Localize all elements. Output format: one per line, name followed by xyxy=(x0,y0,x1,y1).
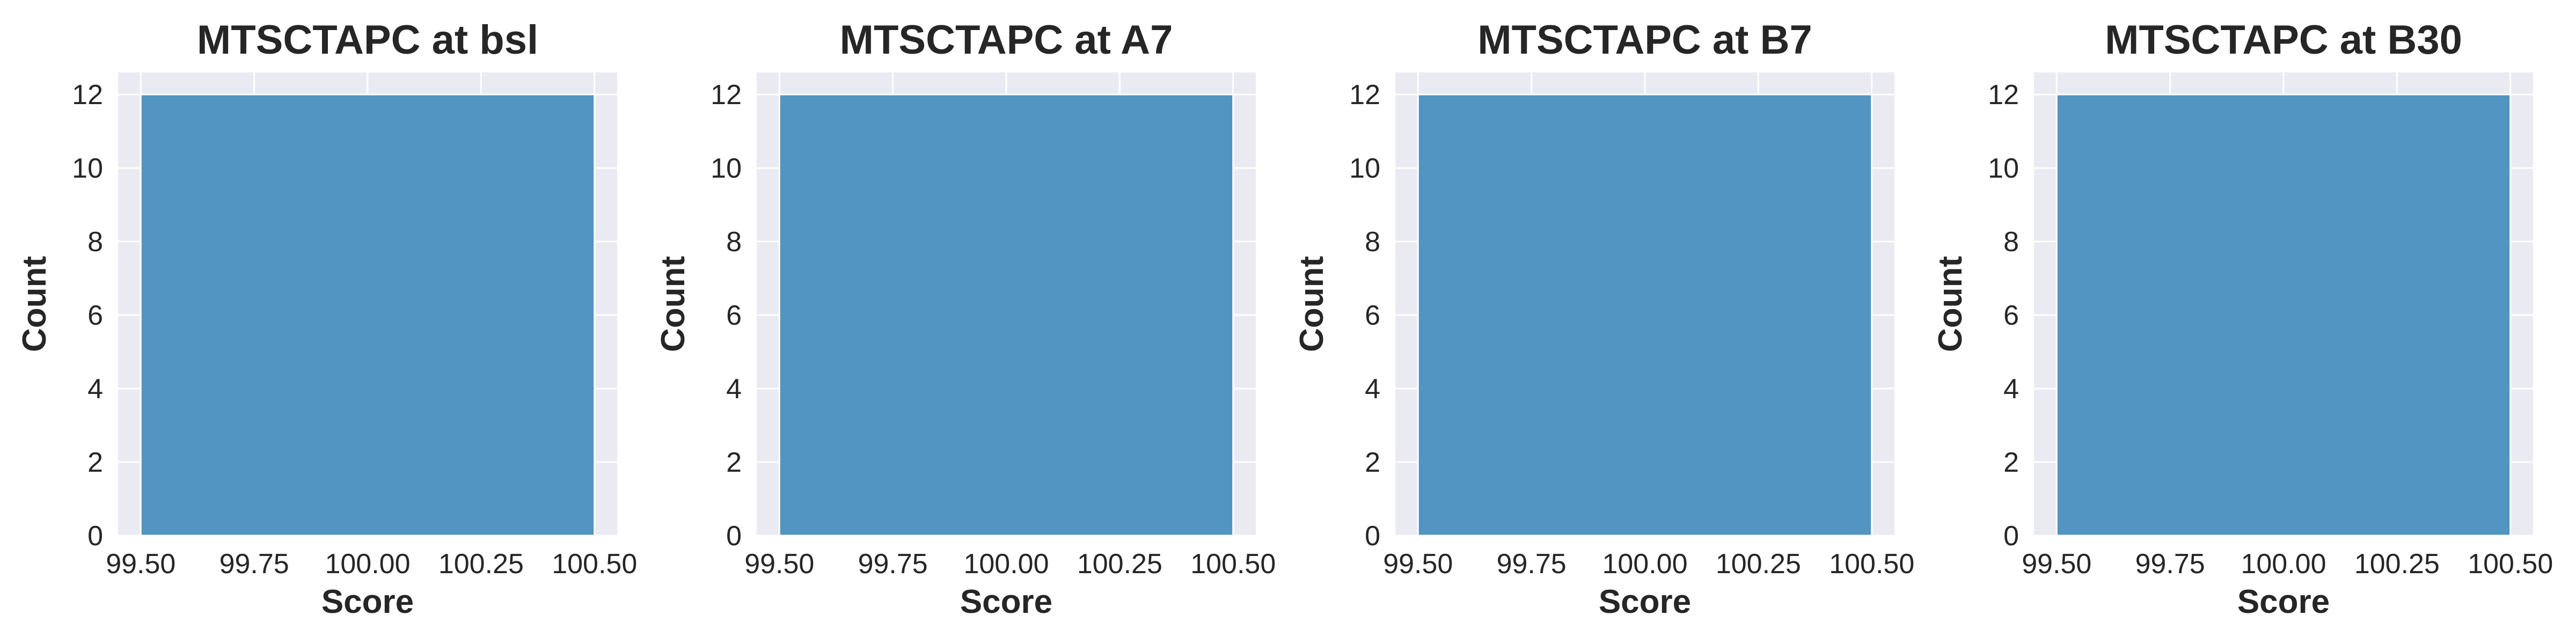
x-tick-label: 100.25 xyxy=(1077,548,1162,580)
y-tick-label: 12 xyxy=(1988,79,2019,111)
histogram-bar xyxy=(778,93,1234,537)
x-axis-label: Score xyxy=(2237,583,2330,620)
y-tick-label: 2 xyxy=(87,447,103,478)
y-axis-label: Count xyxy=(655,256,692,352)
y-tick-label: 2 xyxy=(726,447,742,478)
y-tick-label: 10 xyxy=(1988,153,2019,184)
x-tick-label: 100.50 xyxy=(1190,548,1276,580)
x-tick-label: 99.75 xyxy=(1497,548,1567,580)
y-tick-label: 4 xyxy=(2003,374,2019,405)
chart-title: MTSCTAPC at B7 xyxy=(1477,17,1812,63)
y-tick-label: 12 xyxy=(1349,79,1380,111)
x-tick-label: 100.00 xyxy=(2241,548,2326,580)
y-tick-label: 0 xyxy=(726,521,742,552)
y-tick-label: 0 xyxy=(2003,521,2019,552)
histogram-bar xyxy=(140,93,596,537)
y-axis-label: Count xyxy=(16,256,53,352)
x-tick-label: 100.00 xyxy=(1602,548,1687,580)
y-tick-label: 6 xyxy=(2003,300,2019,331)
y-tick-label: 6 xyxy=(87,300,103,331)
chart-panel: 99.50 99.75 100.00 100.25 100.50 0 2 4 6 8 10 12 MTS… xyxy=(16,17,637,620)
chart-title: MTSCTAPC at bsl xyxy=(197,17,538,63)
x-tick-label: 99.50 xyxy=(2022,548,2091,580)
histogram-bar xyxy=(2055,93,2512,537)
y-tick-label: 12 xyxy=(72,79,103,111)
y-tick-label: 6 xyxy=(726,300,742,331)
x-axis-label: Score xyxy=(960,583,1052,620)
y-tick-label: 8 xyxy=(2003,226,2019,258)
chart-panel: 99.50 99.75 100.00 100.25 100.50 0 2 4 6 8 10 12 MTS… xyxy=(655,17,1276,620)
x-tick-label: 99.75 xyxy=(858,548,928,580)
x-tick-label: 99.75 xyxy=(2135,548,2205,580)
y-tick-label: 2 xyxy=(2003,447,2019,478)
x-tick-label: 100.50 xyxy=(1829,548,1914,580)
x-tick-label: 100.00 xyxy=(325,548,410,580)
x-tick-label: 100.25 xyxy=(438,548,524,580)
x-tick-label: 100.00 xyxy=(963,548,1049,580)
y-tick-label: 12 xyxy=(711,79,742,111)
x-tick-label: 99.50 xyxy=(744,548,814,580)
x-tick-label: 99.50 xyxy=(106,548,175,580)
x-tick-label: 100.25 xyxy=(1716,548,1801,580)
chart-title: MTSCTAPC at A7 xyxy=(840,17,1173,63)
x-tick-label: 99.50 xyxy=(1383,548,1453,580)
x-tick-label: 100.50 xyxy=(552,548,637,580)
y-tick-label: 4 xyxy=(1365,374,1380,405)
x-axis-label: Score xyxy=(1599,583,1691,620)
y-axis-label: Count xyxy=(1293,256,1330,352)
y-axis-label: Count xyxy=(1932,256,1969,352)
y-tick-label: 4 xyxy=(87,374,103,405)
y-tick-label: 8 xyxy=(726,226,742,258)
y-tick-label: 8 xyxy=(1365,226,1380,258)
x-tick-label: 100.50 xyxy=(2468,548,2553,580)
y-tick-label: 10 xyxy=(1349,153,1380,184)
y-tick-label: 0 xyxy=(87,521,103,552)
y-tick-label: 4 xyxy=(726,374,742,405)
chart-panel: 99.50 99.75 100.00 100.25 100.50 0 2 4 6 8 10 12 MTS… xyxy=(1293,17,1914,620)
y-tick-label: 8 xyxy=(87,226,103,258)
y-tick-label: 10 xyxy=(72,153,103,184)
y-tick-label: 6 xyxy=(1365,300,1380,331)
chart-title: MTSCTAPC at B30 xyxy=(2105,17,2462,63)
y-tick-label: 2 xyxy=(1365,447,1380,478)
y-tick-label: 10 xyxy=(711,153,742,184)
histogram-bar xyxy=(1417,93,1873,537)
y-tick-label: 0 xyxy=(1365,521,1380,552)
x-tick-label: 100.25 xyxy=(2354,548,2440,580)
chart-panel: 99.50 99.75 100.00 100.25 100.50 0 2 4 6 8 10 12 MTS… xyxy=(1932,17,2553,620)
x-axis-label: Score xyxy=(321,583,414,620)
x-tick-label: 99.75 xyxy=(219,548,289,580)
